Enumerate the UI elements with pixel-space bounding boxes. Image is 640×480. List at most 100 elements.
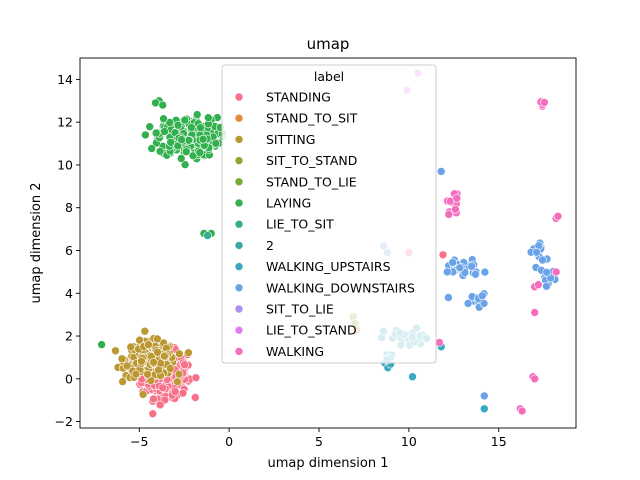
y-tick-label: 6: [65, 243, 73, 258]
data-point: [540, 98, 549, 107]
y-tick-label: 8: [65, 200, 73, 215]
y-tick-label: 14: [57, 72, 73, 87]
legend-title: label: [314, 69, 344, 84]
data-point: [149, 357, 158, 367]
data-point: [542, 267, 552, 277]
legend-label: STAND_TO_SIT: [266, 111, 358, 126]
legend-marker: [234, 325, 244, 335]
data-point: [477, 291, 487, 301]
ticks-layer: −5 0 5 10 15 −2 0 2 4 6 8 10 12 14: [55, 72, 507, 449]
data-point: [180, 115, 190, 125]
data-point: [175, 349, 184, 359]
data-point: [184, 348, 193, 358]
data-point: [191, 393, 200, 402]
x-tick-label: 0: [225, 434, 233, 449]
legend-label: SIT_TO_LIE: [266, 302, 334, 317]
data-point: [147, 144, 156, 153]
data-point: [196, 123, 205, 132]
data-point: [174, 369, 184, 379]
series-walking: [435, 97, 563, 416]
data-point: [530, 374, 540, 384]
legend-label: WALKING_UPSTAIRS: [266, 259, 391, 274]
data-point: [479, 404, 489, 414]
y-tick-label: −2: [55, 414, 73, 429]
data-point: [538, 255, 547, 265]
data-point: [530, 308, 540, 317]
data-point: [118, 377, 127, 386]
data-point: [204, 113, 213, 122]
data-point: [471, 269, 480, 279]
x-axis-label: umap dimension 1: [268, 456, 389, 471]
y-tick-label: 10: [57, 157, 73, 172]
data-point: [166, 364, 175, 373]
data-point: [166, 138, 175, 147]
data-point: [158, 383, 167, 393]
data-point: [153, 347, 162, 357]
y-tick-label: 0: [65, 371, 73, 386]
data-point: [151, 98, 160, 108]
data-point: [160, 127, 169, 136]
data-point: [138, 390, 148, 399]
data-point: [141, 130, 150, 140]
data-point: [451, 205, 460, 214]
legend-label: LAYING: [266, 196, 311, 211]
legend-label: LIE_TO_STAND: [266, 323, 357, 338]
data-point: [480, 267, 490, 277]
data-point: [177, 135, 186, 144]
data-point: [442, 267, 452, 277]
series-lie-to-sit: [203, 231, 212, 240]
data-point: [178, 388, 188, 398]
data-point: [553, 212, 563, 221]
data-point: [195, 148, 205, 157]
data-point: [180, 360, 189, 370]
data-point: [122, 361, 132, 371]
plot-frame: [79, 57, 577, 429]
data-point: [181, 147, 191, 156]
data-point: [444, 210, 454, 219]
legend-marker: [234, 283, 244, 293]
data-point: [435, 338, 444, 347]
data-point: [97, 340, 106, 349]
data-point: [542, 281, 551, 291]
data-point: [191, 373, 201, 383]
x-tick-label: 15: [491, 434, 507, 449]
data-point: [455, 263, 465, 273]
data-point: [140, 326, 150, 336]
data-point: [438, 250, 448, 260]
legend-marker: [234, 304, 244, 314]
data-point: [159, 114, 168, 123]
data-point: [198, 134, 208, 144]
legend-marker: [234, 219, 244, 229]
legend-marker: [234, 177, 244, 187]
y-tick-label: 2: [65, 329, 73, 344]
data-point: [154, 365, 163, 375]
points-layer: [97, 68, 563, 419]
data-point: [165, 118, 174, 127]
chart-title: umap: [307, 35, 350, 53]
x-tick-label: −5: [130, 434, 148, 449]
legend-marker: [234, 347, 244, 356]
data-point: [117, 354, 127, 364]
legend-label: LIE_TO_SIT: [266, 217, 334, 232]
legend-label: WALKING: [266, 344, 324, 359]
legend-marker: [234, 113, 244, 123]
legend-label: STAND_TO_LIE: [266, 174, 357, 189]
x-tick-label: 5: [315, 434, 323, 449]
data-point: [173, 120, 183, 130]
data-point: [408, 372, 417, 382]
data-point: [170, 387, 180, 396]
data-point: [467, 261, 477, 271]
legend-label: STANDING: [266, 90, 331, 105]
legend-box: [221, 64, 437, 364]
data-point: [448, 258, 458, 267]
legend-label: SIT_TO_STAND: [266, 153, 357, 168]
data-point: [144, 340, 153, 349]
legend-marker: [234, 135, 244, 144]
data-point: [158, 100, 167, 110]
legend: label STANDING STAND_TO_SIT SITTING SIT_TO_…: [221, 64, 437, 364]
data-point: [176, 154, 186, 163]
y-tick-label: 12: [57, 115, 73, 130]
data-point: [151, 128, 161, 138]
data-point: [131, 369, 141, 379]
